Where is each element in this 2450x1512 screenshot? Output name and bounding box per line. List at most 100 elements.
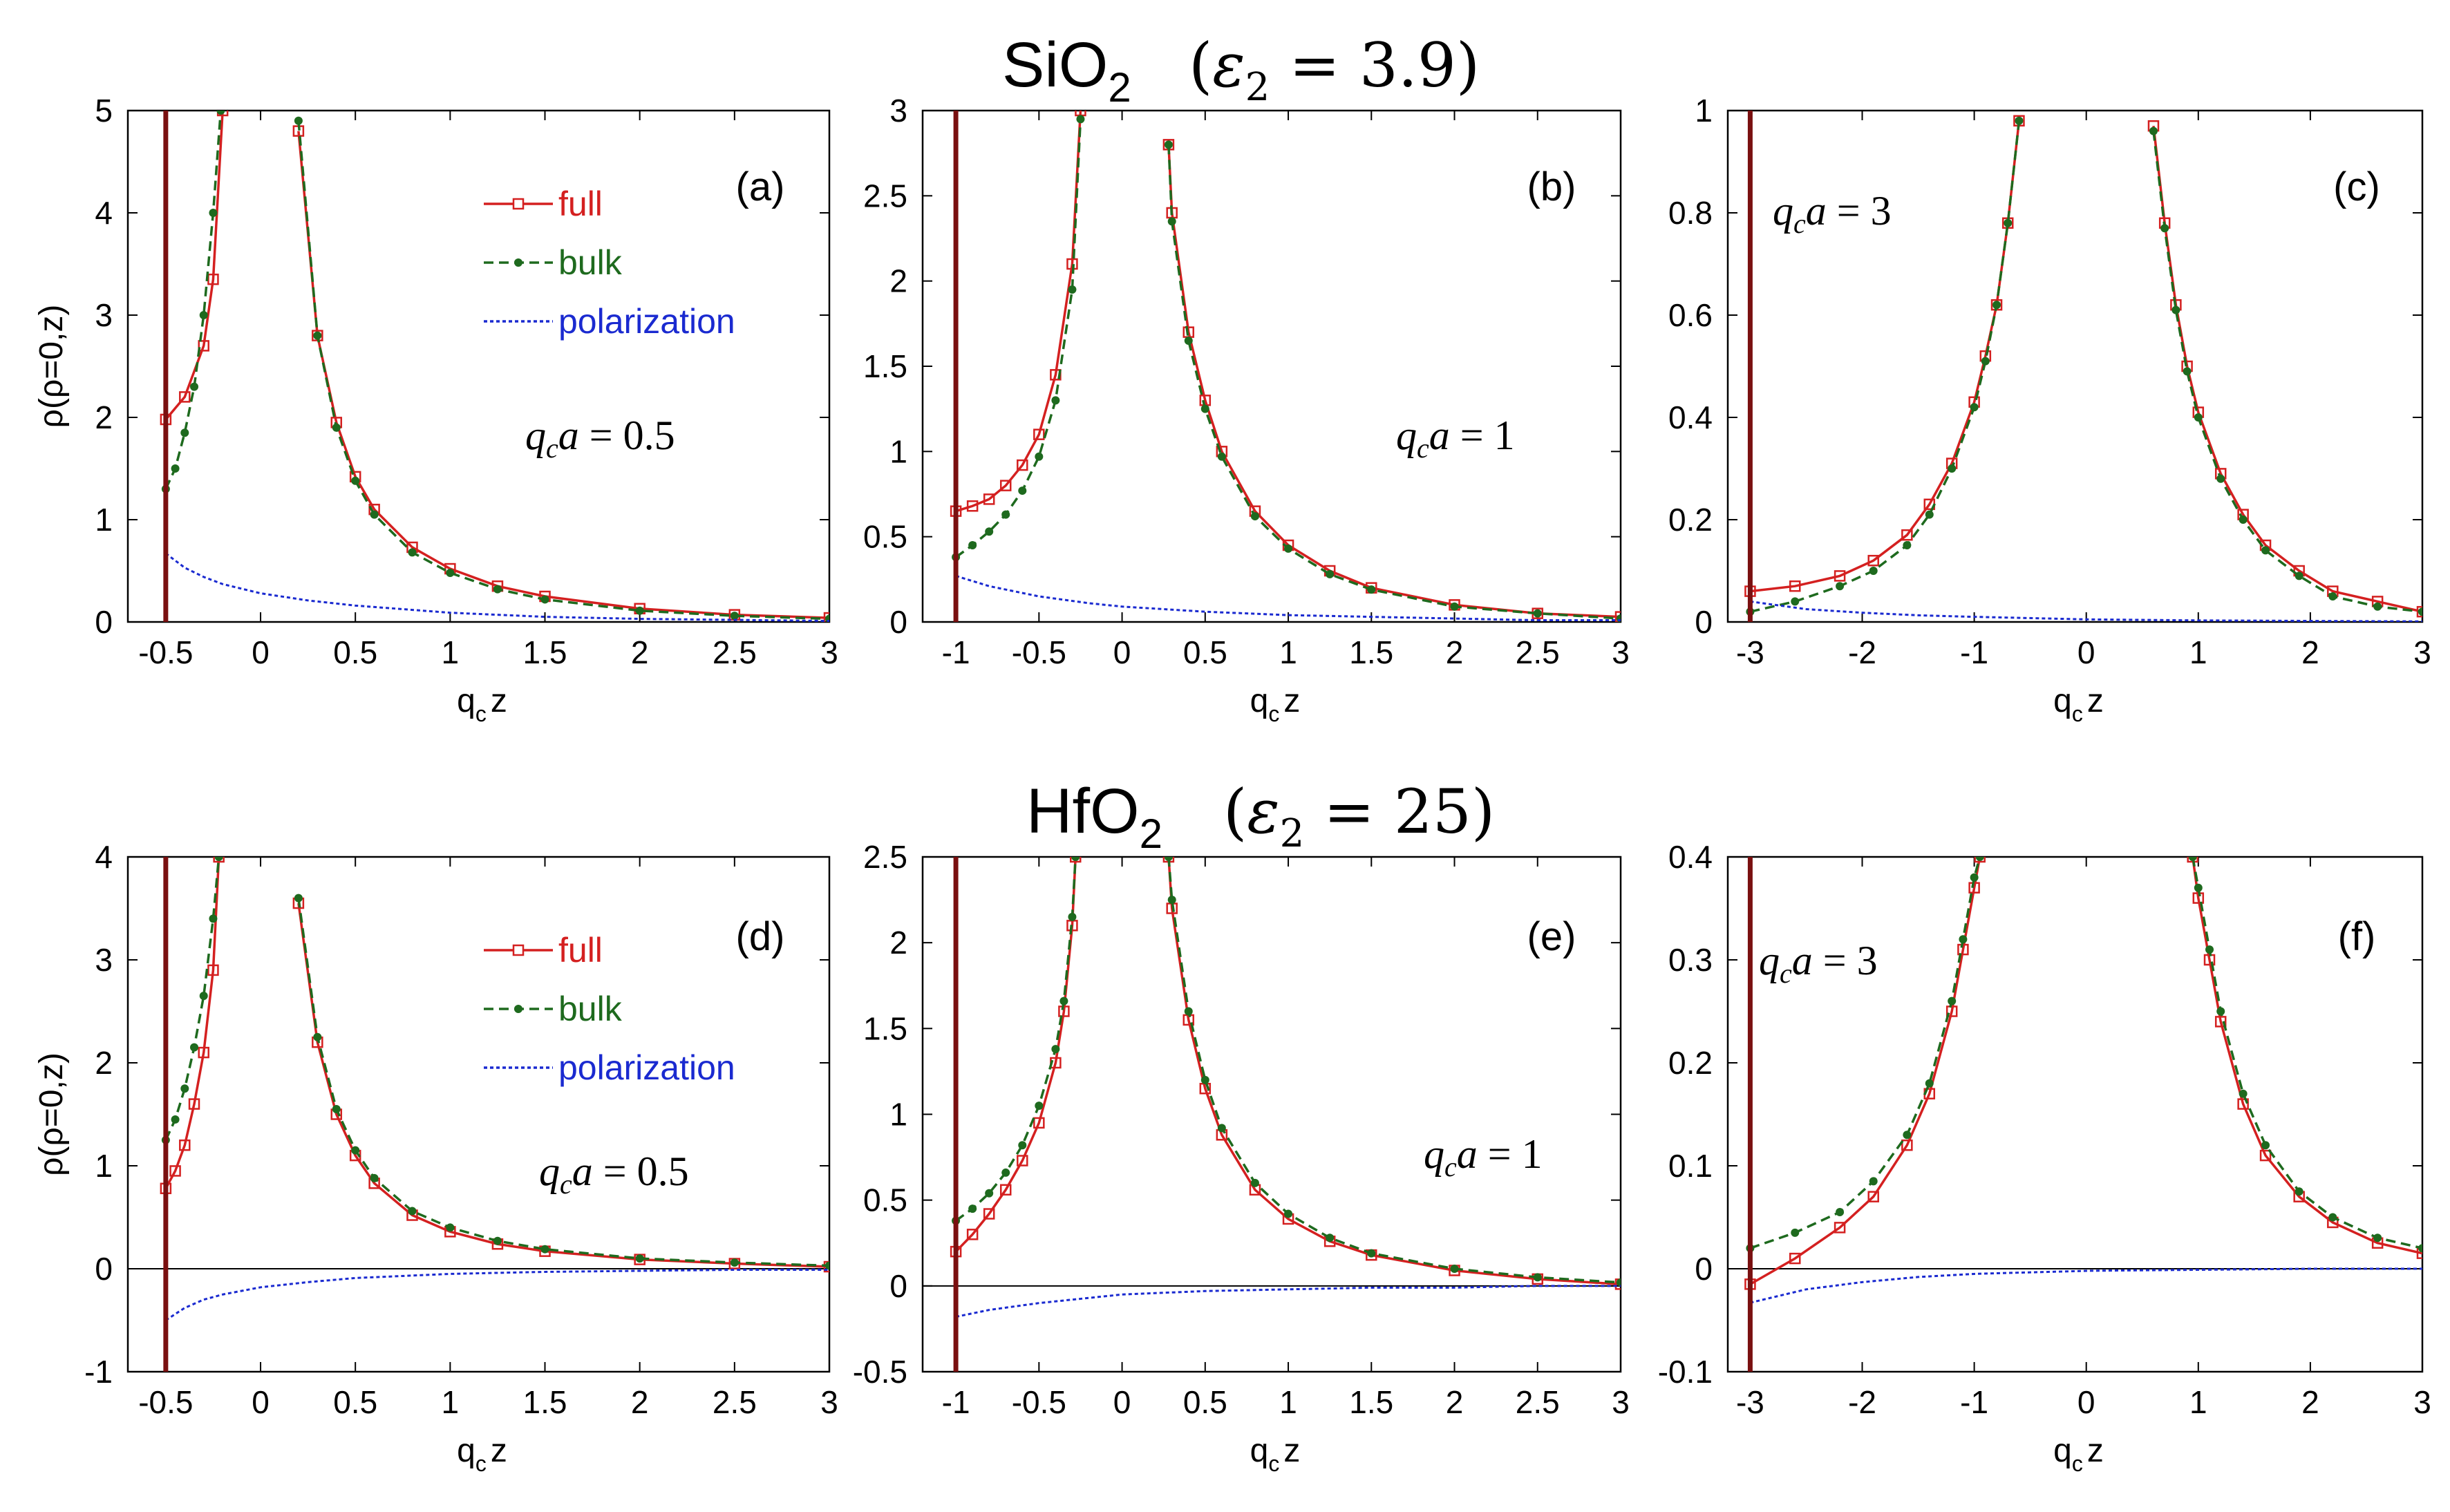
panel-label: (c) bbox=[2333, 164, 2380, 209]
data-point-bulk bbox=[2216, 474, 2225, 483]
plot-frame bbox=[126, 856, 831, 1373]
data-point-bulk bbox=[730, 1258, 739, 1267]
data-point-bulk bbox=[2015, 116, 2024, 125]
data-point-bulk bbox=[171, 1115, 180, 1124]
y-tick-label: 0 bbox=[95, 1251, 113, 1287]
data-point-full bbox=[1614, 1278, 1621, 1290]
data-point-bulk bbox=[190, 382, 199, 391]
series-line-bulk bbox=[1167, 857, 1621, 1284]
x-tick-label: 2 bbox=[1446, 634, 1464, 670]
title-open-paren: ( bbox=[1223, 776, 1247, 847]
panel-f: -3 -2 -1 0 1 2 3 -0.1 0 0.1 0.2 0.3 0.4 qc z (f) qca = 3 bbox=[1658, 839, 2431, 1476]
panel-label: (a) bbox=[736, 164, 785, 209]
data-point-bulk bbox=[2373, 602, 2382, 611]
data-point-bulk bbox=[1167, 896, 1176, 905]
data-point-bulk bbox=[1533, 609, 1542, 618]
data-point-bulk bbox=[1791, 1228, 1800, 1237]
data-point-full bbox=[2416, 605, 2422, 618]
data-point-bulk bbox=[493, 585, 502, 594]
data-point-bulk bbox=[1018, 486, 1027, 495]
data-point-bulk bbox=[1959, 935, 1968, 944]
y-tick-label: 3 bbox=[95, 297, 113, 333]
x-tick-label: 2 bbox=[2301, 1384, 2319, 1420]
x-tick-label: 1 bbox=[442, 1384, 460, 1420]
title-eps-sub: 2 bbox=[1245, 65, 1270, 110]
data-point-full bbox=[983, 1208, 995, 1220]
x-axis-label: qc z bbox=[457, 683, 507, 726]
data-point-bulk bbox=[1836, 582, 1845, 591]
series-line-full bbox=[164, 857, 220, 1189]
data-point-bulk bbox=[313, 1032, 322, 1041]
y-tick-label: 0.1 bbox=[1668, 1148, 1713, 1184]
data-point-full bbox=[1834, 1222, 1846, 1234]
data-point-full bbox=[1017, 459, 1028, 471]
x-tick-label: -0.5 bbox=[138, 1384, 193, 1420]
data-point-bulk bbox=[446, 568, 455, 577]
data-point-bulk bbox=[1001, 510, 1010, 519]
data-point-bulk bbox=[2160, 224, 2169, 233]
series-line-bulk bbox=[2152, 131, 2422, 613]
data-point-bulk bbox=[1068, 912, 1077, 921]
y-tick-label: 1 bbox=[95, 1148, 113, 1184]
data-point-bulk bbox=[1076, 115, 1085, 124]
data-point-bulk bbox=[294, 894, 303, 903]
data-point-bulk bbox=[985, 1189, 994, 1198]
x-tick-label: 2 bbox=[631, 634, 649, 670]
plot-area bbox=[160, 111, 829, 622]
data-point-bulk bbox=[2261, 1141, 2270, 1150]
x-tick-label: -1 bbox=[1960, 634, 1988, 670]
x-tick-label: 0.5 bbox=[1183, 1384, 1227, 1420]
data-point-full bbox=[207, 964, 219, 976]
data-point-bulk bbox=[351, 1146, 360, 1155]
x-tick-label: 3 bbox=[820, 634, 838, 670]
data-point-bulk bbox=[294, 116, 303, 125]
y-tick-label: 2 bbox=[95, 399, 113, 435]
data-point-bulk bbox=[446, 1223, 455, 1232]
series-line-full bbox=[955, 111, 1082, 513]
data-point-bulk bbox=[190, 1043, 199, 1052]
data-point-full bbox=[2259, 1149, 2272, 1162]
x-tick-label: -2 bbox=[1848, 634, 1876, 670]
x-tick-label: 1 bbox=[1279, 1384, 1297, 1420]
data-point-bulk bbox=[199, 311, 208, 319]
legend-marker-square bbox=[512, 198, 525, 210]
x-tick-label: 0 bbox=[252, 634, 270, 670]
y-tick-label: 2.5 bbox=[863, 839, 907, 875]
data-point-bulk bbox=[1326, 569, 1335, 578]
title-close-paren: ) bbox=[1471, 776, 1495, 847]
data-point-bulk bbox=[1001, 1168, 1010, 1177]
annotation-qca: qca = 0.5 bbox=[539, 1149, 689, 1200]
data-point-bulk bbox=[1925, 1079, 1934, 1088]
title-formula-sub: 2 bbox=[1140, 811, 1162, 857]
y-tick-label: 0.6 bbox=[1668, 297, 1713, 333]
title-eps-value: = 25 bbox=[1304, 776, 1471, 847]
x-tick-label: 3 bbox=[1612, 634, 1630, 670]
data-point-bulk bbox=[209, 914, 218, 923]
data-point-bulk bbox=[332, 423, 341, 432]
panel-label: (f) bbox=[2338, 914, 2376, 959]
data-point-bulk bbox=[2188, 857, 2197, 861]
data-point-bulk bbox=[1217, 452, 1226, 461]
series-line-bulk bbox=[297, 898, 829, 1267]
y-tick-label: 0.3 bbox=[1668, 942, 1713, 978]
data-point-full bbox=[1901, 529, 1913, 541]
y-tick-label: 1 bbox=[889, 433, 907, 469]
data-point-bulk bbox=[216, 111, 225, 115]
y-tick-label: 0.8 bbox=[1668, 195, 1713, 231]
legend: full bulk polarization bbox=[484, 185, 735, 341]
panel-label: (e) bbox=[1527, 914, 1576, 959]
x-axis-label: qc z bbox=[1250, 683, 1301, 726]
data-point-bulk bbox=[825, 1261, 829, 1270]
data-point-bulk bbox=[1059, 996, 1068, 1005]
data-point-full bbox=[1867, 554, 1879, 567]
title-open-paren: ( bbox=[1189, 30, 1212, 101]
data-point-bulk bbox=[1617, 614, 1621, 622]
data-point-bulk bbox=[1200, 404, 1209, 413]
series-line-polarization bbox=[955, 574, 1621, 622]
y-tick-label: -1 bbox=[84, 1354, 113, 1390]
svg-text:HfO2: HfO2 bbox=[1026, 776, 1162, 857]
data-point-bulk bbox=[1869, 1177, 1878, 1186]
data-point-bulk bbox=[2418, 607, 2422, 616]
y-tick-label: 0.2 bbox=[1668, 1045, 1713, 1081]
series-line-full bbox=[954, 857, 1077, 1253]
